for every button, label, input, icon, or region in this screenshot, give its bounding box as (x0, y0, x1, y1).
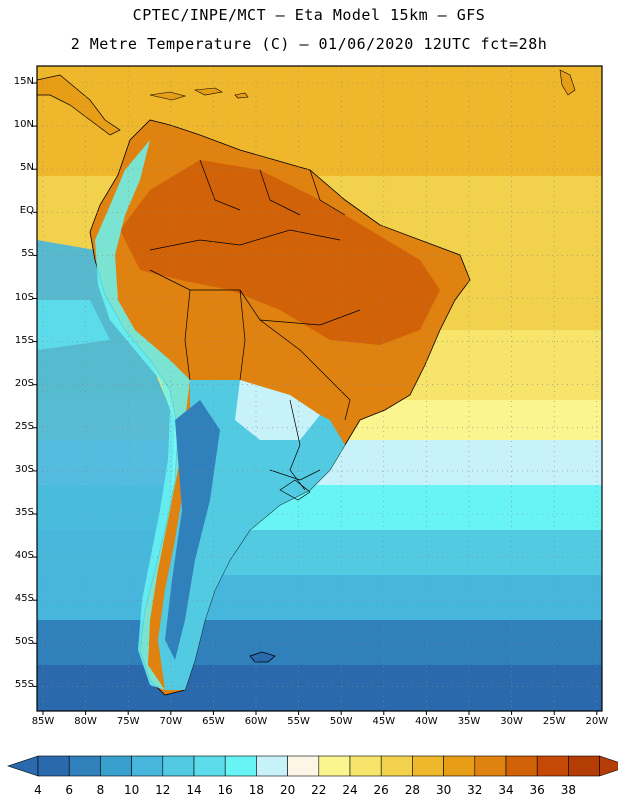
lon-label: 40W (415, 716, 438, 727)
colorbar-swatch (37, 755, 70, 777)
colorbar-label: 38 (560, 783, 577, 797)
map-frame (36, 65, 603, 712)
colorbar-label: 36 (529, 783, 545, 797)
lon-label: 30W (500, 716, 523, 727)
lat-label: 25S (14, 420, 34, 432)
colorbar (7, 755, 618, 777)
colorbar-label: 28 (404, 783, 421, 797)
colorbar-swatch (505, 755, 538, 777)
colorbar-swatch (162, 755, 195, 777)
colorbar-under-arrow (7, 755, 39, 777)
colorbar-label: 30 (435, 783, 452, 797)
lat-label: 40S (14, 550, 34, 562)
pacific-coastal-band (37, 300, 110, 350)
colorbar-label: 16 (217, 783, 233, 797)
colorbar-label: 4 (34, 783, 42, 797)
lat-label: 45S (14, 593, 34, 605)
caribbean-island-3 (234, 92, 249, 99)
colorbar-swatch (100, 755, 132, 777)
lat-label: 10S (14, 291, 34, 303)
caribbean-island-2 (193, 87, 223, 96)
lat-label: 20S (14, 377, 34, 389)
colorbar-label: 18 (248, 783, 265, 797)
colorbar-swatch (68, 755, 101, 777)
lon-label: 50W (329, 716, 353, 727)
colorbar-swatch (193, 755, 226, 777)
lon-label: 55W (287, 716, 310, 727)
colorbar-label: 26 (373, 783, 389, 797)
falkland-islands (249, 651, 276, 663)
colorbar-swatch (287, 755, 320, 777)
andes-cool-strip (95, 140, 190, 690)
lon-label: 70W (159, 716, 183, 727)
colorbar-label: 10 (123, 783, 140, 797)
lon-label: 65W (202, 716, 225, 727)
colorbar-swatch (536, 755, 569, 777)
ocean-band-blue2 (37, 620, 602, 665)
lon-label: 25W (542, 716, 566, 727)
rio-de-la-plata (279, 479, 311, 501)
lat-label: 5S (21, 248, 34, 260)
colorbar-swatch (443, 755, 476, 777)
colorbar-swatch (256, 755, 288, 777)
colorbar-over-arrow (599, 755, 618, 777)
temperature-map (33, 65, 603, 715)
colorbar-label: 22 (311, 783, 327, 797)
caribbean-island-4 (559, 69, 576, 96)
lat-label: 15S (14, 334, 34, 346)
lon-label: 80W (74, 716, 97, 727)
amazon-hot-region (120, 160, 440, 345)
lat-label: 15N (13, 76, 34, 87)
lat-label: 35S (14, 507, 34, 518)
lat-label: 50S (14, 636, 34, 648)
colorbar-swatch (349, 755, 382, 777)
map-title: CPTEC/INPE/MCT – Eta Model 15km – GFS (132, 6, 486, 24)
lat-label: 55S (14, 679, 34, 691)
lat-label: 5N (20, 162, 34, 174)
ocean-band-blue3 (37, 665, 602, 711)
lon-label: 85W (31, 716, 55, 727)
colorbar-label: 14 (186, 783, 202, 797)
lat-label: 30S (14, 463, 34, 475)
colorbar-swatch (380, 755, 413, 777)
caribbean-island-1 (149, 91, 187, 101)
colorbar-label: 8 (96, 783, 105, 797)
colorbar-label: 32 (467, 783, 483, 797)
colorbar-swatch (224, 755, 257, 777)
colorbar-swatch (474, 755, 507, 777)
lon-label: 35W (457, 716, 481, 727)
colorbar-label: 34 (498, 783, 514, 797)
axis-ticks (33, 82, 598, 715)
lon-label: 75W (116, 716, 140, 727)
colorbar-swatch (318, 755, 351, 777)
colorbar-swatch (131, 755, 164, 777)
lat-label: EQ (19, 205, 34, 217)
colorbar-swatch (412, 755, 444, 777)
central-america (37, 74, 121, 136)
colorbar-label: 6 (65, 783, 73, 797)
country-borders (149, 159, 361, 491)
colorbar-label: 12 (155, 783, 171, 797)
lat-label: 10N (13, 119, 34, 131)
lon-label: 20W (585, 716, 609, 727)
colorbar-label: 20 (279, 783, 296, 797)
lon-label: 60W (244, 716, 268, 727)
map-subtitle: 2 Metre Temperature (C) – 01/06/2020 12U… (70, 35, 548, 53)
lon-label: 45W (372, 716, 396, 727)
andes-south-cold (165, 400, 220, 660)
colorbar-swatch (568, 755, 600, 777)
colorbar-label: 24 (342, 783, 358, 797)
graticule-grid (37, 66, 602, 711)
paraguay-pale-region (235, 380, 320, 440)
ocean-north-warm (37, 66, 602, 176)
